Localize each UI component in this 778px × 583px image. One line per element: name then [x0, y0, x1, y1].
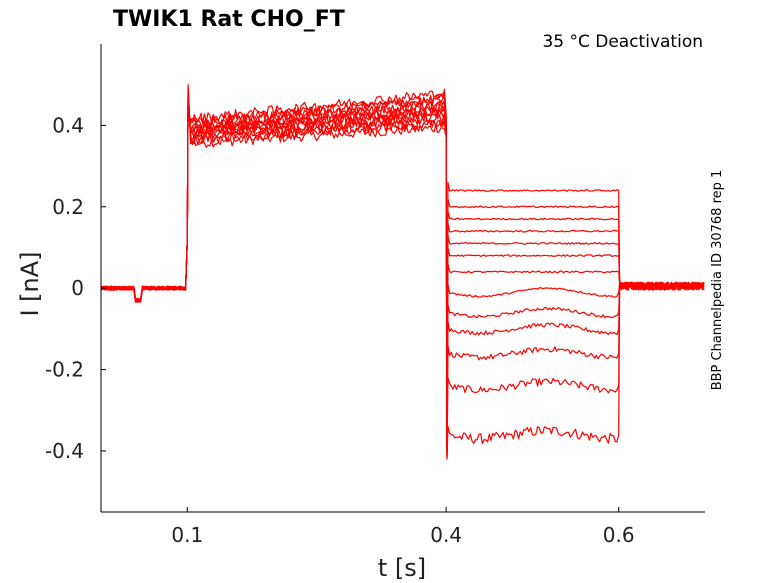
current-trace-11: [101, 93, 705, 448]
y-tick-label: -0.2: [45, 358, 84, 382]
y-tick-label: -0.4: [45, 439, 84, 463]
y-axis-label: I [nA]: [16, 251, 44, 316]
x-axis-ticks: 0.1 0.4 0.6: [171, 507, 635, 547]
current-trace-5: [100, 90, 705, 455]
source-id-label: BBP Channelpedia ID 30768 rep 1: [710, 170, 725, 391]
current-trace-12: [100, 93, 705, 447]
y-tick-label: 0.4: [52, 113, 84, 137]
x-tick-label: 0.1: [171, 523, 203, 547]
current-trace-8: [100, 95, 705, 452]
y-tick-label: 0.2: [52, 195, 84, 219]
condition-annotation: 35 °C Deactivation: [542, 32, 703, 52]
current-trace-10: [100, 98, 705, 449]
x-tick-label: 0.4: [430, 523, 462, 547]
current-trace-9: [100, 97, 705, 450]
current-trace-4: [100, 89, 705, 456]
x-axis-label: t [s]: [378, 554, 426, 582]
current-trace-6: [100, 92, 705, 454]
y-tick-label: 0: [71, 276, 84, 300]
chart-title: TWIK1 Rat CHO_FT: [113, 7, 345, 32]
current-trace-3: [100, 87, 705, 458]
traces-group: [100, 84, 705, 460]
current-trace-7: [100, 93, 705, 453]
current-trace-2: [101, 85, 705, 459]
current-trace-13: [100, 88, 705, 445]
y-axis-ticks: 0.4 0.2 0 -0.2 -0.4: [45, 113, 106, 463]
x-tick-label: 0.6: [603, 523, 635, 547]
